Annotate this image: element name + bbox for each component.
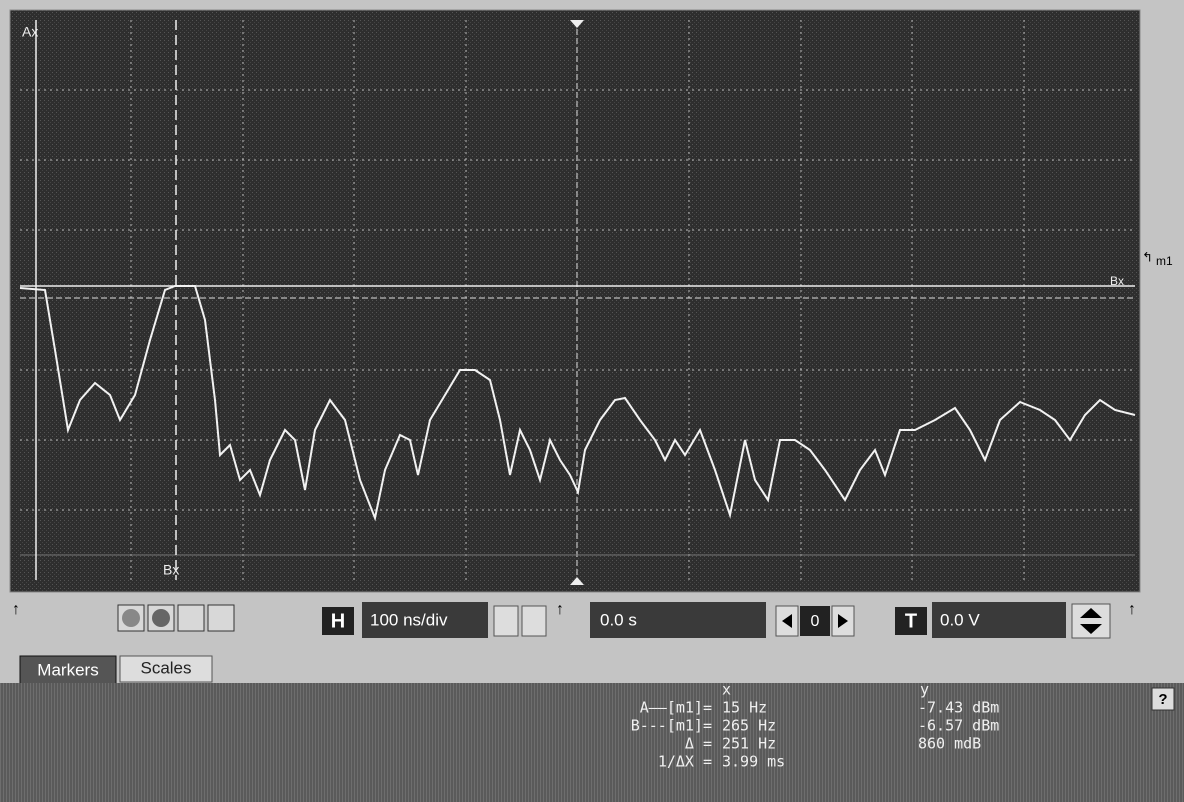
screenshot-button[interactable] [177,604,205,632]
waveform [19,285,1136,522]
tab-label: Scales [140,658,191,677]
arrow-icon: ↑ [12,601,20,618]
marker-row-label: A——[m1]= [640,699,712,717]
trigger-marker [570,20,584,28]
mode-button[interactable] [493,605,519,637]
timebase: 100 ns/div [370,610,448,629]
screen [9,9,1141,593]
m1-indicator: m1 [1156,254,1173,268]
column-header: x [722,681,731,699]
marker-x: 265 Hz [722,717,776,735]
marker-row-label: 1/ΔX = [658,753,712,771]
position-field[interactable] [590,602,766,638]
trigger-level: 0.0 V [940,610,980,629]
scope-screen: Ax Bx Bx [9,9,1141,593]
arrow-icon: ↑ [556,601,564,618]
position: 0.0 s [600,610,637,629]
marker-x: 251 Hz [722,735,776,753]
marker-y: -6.57 dBm [918,717,999,735]
marker-y: 860 mdB [918,735,981,753]
reset-label: 0 [811,613,820,630]
reset-button[interactable] [800,606,830,636]
marker-x: 3.99 ms [722,753,785,771]
h-label: H [331,610,345,632]
marker-x: 15 Hz [722,699,767,717]
h-button[interactable] [322,607,354,635]
t-button[interactable] [895,607,927,635]
marker-label: Bx [163,562,179,578]
t-label: T [905,610,917,632]
help-label: ? [1158,691,1167,708]
m1-indicator-icon: ↰ [1142,249,1153,264]
help-button[interactable] [1151,687,1175,711]
tab-active[interactable] [19,655,117,685]
marker-label: Bx [1110,274,1124,288]
column-header: y [920,681,929,699]
arrow-icon: ↑ [1128,601,1136,618]
print-button[interactable] [207,604,235,632]
timebase-field[interactable] [362,602,488,638]
tab-label: Markers [37,660,98,679]
trigger-field[interactable] [932,602,1066,638]
markers-panel [0,683,1184,802]
marker-label: Ax [22,24,38,40]
toolbar: ↑ H 100 ns/div ↑ 0.0 s 0 T 0.0 V ↑ [12,601,1136,639]
marker-rows: A——[m1]= 15 Hz -7.43 dBm B---[m1]= 265 Hz -6.… [631,699,1000,771]
marker-y: -7.43 dBm [918,699,999,717]
tab[interactable] [119,655,213,683]
mode-button[interactable] [521,605,547,637]
trigger-marker [570,577,584,585]
marker-row-label: Δ = [685,735,712,753]
marker-row-label: B---[m1]= [631,717,712,735]
